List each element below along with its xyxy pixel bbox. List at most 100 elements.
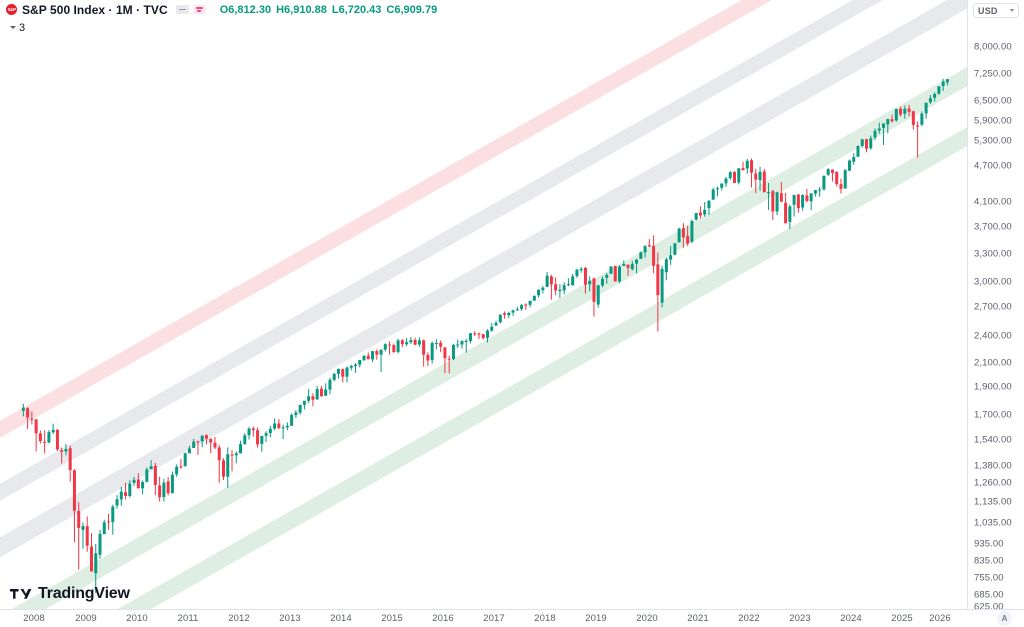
time-label: 2018 (534, 613, 556, 624)
timeframe-count: 3 (19, 21, 26, 34)
candle-body (707, 200, 711, 209)
candle-body (916, 125, 920, 127)
candle-body (451, 345, 455, 360)
candle-body (77, 510, 81, 528)
candle-series (21, 78, 949, 594)
candle-body (762, 171, 766, 193)
candle-body (30, 418, 34, 420)
time-label: 2020 (636, 613, 658, 624)
candle-body (507, 312, 511, 316)
symbol-title[interactable]: S&P 500 Index · 1M · TVC (22, 2, 168, 17)
candle-body (170, 474, 174, 494)
price-label: 685.00 (974, 589, 1004, 601)
candle-body (426, 354, 430, 361)
time-label: 2012 (228, 613, 250, 624)
candle-body (328, 379, 332, 390)
indicator-alert-icon[interactable] (192, 5, 206, 14)
candle-body (720, 183, 724, 188)
candle-body (430, 342, 434, 361)
price-axis[interactable]: USD 8,000.00 7,250.00 6,500.00 5,900.00 5,30… (967, 0, 1024, 613)
candle-body (605, 274, 609, 278)
time-label: 2016 (432, 613, 454, 624)
candle-body (609, 266, 613, 274)
channel-band (10, 66, 968, 610)
candle-body (894, 109, 898, 121)
chart-plot-area[interactable] (0, 0, 968, 610)
candle-body (166, 481, 170, 494)
candle-body (511, 310, 515, 313)
time-label: 2011 (177, 613, 199, 624)
candle-body (307, 396, 311, 401)
timeframe-row[interactable]: 3 (6, 20, 437, 35)
candle-body (388, 344, 392, 346)
candle-body (652, 245, 656, 266)
candle-body (724, 178, 728, 184)
parallel-channel-bands (0, 0, 968, 610)
candle-body (792, 194, 796, 205)
chart-legend: S&P S&P 500 Index · 1M · TVC O6,812.30 H… (6, 2, 437, 35)
symbol-logo-icon: S&P (6, 4, 17, 15)
candle-body (132, 479, 136, 484)
candle-body (928, 98, 932, 103)
candle-body (796, 194, 800, 209)
time-label: 2013 (279, 613, 301, 624)
candle-body (107, 521, 111, 523)
candle-body (558, 289, 562, 292)
candle-body (571, 276, 575, 286)
price-label: 1,135.00 (974, 496, 1012, 508)
price-label: 8,000.00 (974, 41, 1012, 53)
candle-body (239, 444, 243, 454)
candle-body (588, 280, 592, 285)
candle-body (903, 108, 907, 114)
candle-body (285, 425, 289, 428)
channel-band (0, 0, 883, 501)
price-label: 5,300.00 (974, 135, 1012, 147)
currency-selector[interactable]: USD (973, 3, 1019, 18)
time-label: 2015 (381, 613, 403, 624)
candle-body (119, 491, 123, 500)
candle-body (664, 259, 668, 273)
auto-scale-button[interactable]: A (997, 611, 1012, 626)
candle-body (392, 345, 396, 353)
price-label: 1,540.00 (974, 434, 1012, 446)
candle-body (379, 349, 383, 355)
candle-body (396, 340, 400, 352)
candle-body (456, 344, 460, 346)
candle-body (694, 213, 698, 220)
chevron-down-icon (10, 26, 16, 29)
candle-body (545, 275, 549, 287)
candle-body (830, 169, 834, 173)
candle-body (583, 267, 587, 285)
price-label: 1,260.00 (974, 477, 1012, 489)
candle-body (660, 268, 664, 303)
candle-body (422, 340, 426, 355)
candle-body (647, 245, 651, 247)
candle-body (72, 470, 76, 511)
candle-body (268, 428, 272, 434)
price-label: 625.00 (974, 601, 1004, 613)
symbol-row[interactable]: S&P S&P 500 Index · 1M · TVC O6,812.30 H… (6, 2, 437, 17)
price-label: 3,000.00 (974, 276, 1012, 288)
candle-body (60, 450, 64, 452)
candle-body (298, 404, 302, 413)
candle-body (149, 466, 153, 470)
candle-body (626, 264, 630, 268)
candle-body (158, 485, 162, 498)
candle-body (899, 108, 903, 115)
candle-body (847, 160, 851, 171)
candle-body (213, 442, 217, 448)
time-axis[interactable]: 2008 2009 2010 2011 2012 2013 2014 2015 2016 2017… (0, 609, 1024, 627)
candle-body (251, 428, 255, 431)
candle-body (635, 259, 639, 264)
candle-body (405, 342, 409, 345)
candle-body (524, 304, 528, 306)
candle-body (490, 326, 494, 331)
indicator-settings-icon[interactable] (175, 5, 189, 14)
candlestick-chart[interactable] (0, 0, 968, 610)
chevron-down-icon (1010, 9, 1014, 12)
timeframe-selector[interactable]: 3 (6, 21, 29, 35)
price-label: 7,250.00 (974, 68, 1012, 80)
candle-body (826, 169, 830, 175)
candle-body (494, 322, 498, 326)
